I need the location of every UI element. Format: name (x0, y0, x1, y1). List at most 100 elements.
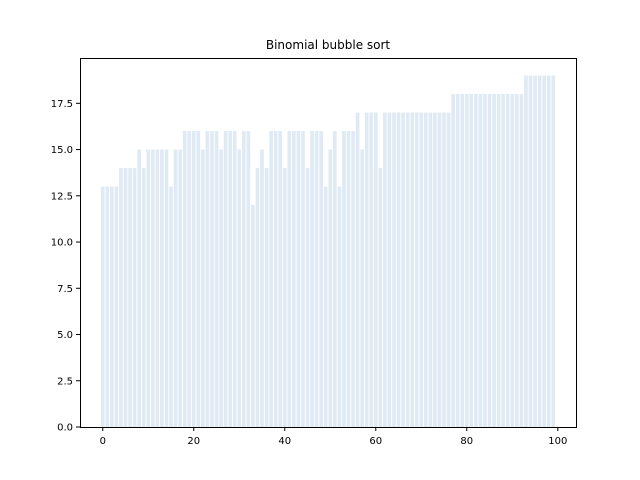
x-tick-label: 80 (460, 436, 473, 447)
bar (232, 131, 237, 427)
bar (237, 149, 242, 427)
bar (401, 112, 405, 428)
bar (287, 131, 292, 427)
bar (123, 168, 128, 428)
x-tick-label: 60 (369, 436, 382, 447)
bar (405, 112, 410, 428)
x-tick-label: 20 (187, 436, 200, 447)
bar (310, 131, 314, 427)
bar (496, 94, 501, 427)
bar (337, 186, 342, 427)
bar (146, 149, 151, 427)
bar (210, 131, 214, 427)
x-axis-ticks: 0 20 40 60 80 100 (100, 427, 567, 447)
bar (278, 131, 283, 427)
bar (196, 131, 201, 427)
bar (301, 131, 305, 427)
chart-title: Binomial bubble sort (266, 38, 391, 52)
bar (164, 149, 169, 427)
bar (214, 131, 219, 427)
bar (342, 131, 346, 427)
bar (360, 149, 364, 427)
bar (105, 186, 110, 427)
bar (542, 75, 546, 428)
bar (346, 131, 351, 427)
bar (501, 94, 506, 427)
bar (355, 112, 360, 428)
bar (187, 131, 192, 427)
bar (305, 168, 310, 428)
bar (483, 94, 487, 427)
bar (269, 131, 273, 427)
y-tick-label: 2.5 (57, 376, 73, 387)
bar (178, 149, 182, 427)
bar (428, 112, 433, 428)
bar (260, 149, 264, 427)
bar (396, 112, 401, 428)
bar (364, 112, 369, 428)
bar (223, 131, 228, 427)
bar (100, 186, 105, 427)
bar (319, 131, 323, 427)
bar (528, 75, 533, 428)
bar (155, 149, 160, 427)
bar (524, 75, 528, 428)
bar (469, 94, 474, 427)
y-tick-label: 10.0 (51, 238, 73, 249)
bar (273, 131, 278, 427)
bar (383, 112, 387, 428)
bar (510, 94, 515, 427)
bar (251, 205, 255, 427)
bar (160, 149, 164, 427)
bar (114, 186, 119, 427)
bar (169, 186, 173, 427)
y-tick-label: 5.0 (57, 330, 73, 341)
bar (205, 131, 210, 427)
bar (373, 112, 378, 428)
bar (410, 112, 415, 428)
x-tick-label: 0 (100, 436, 106, 447)
bar (478, 94, 483, 427)
bar (182, 131, 187, 427)
y-tick-label: 0.0 (57, 423, 73, 434)
bar (241, 131, 246, 427)
bar (219, 149, 223, 427)
bar (378, 168, 383, 428)
bar (537, 75, 542, 428)
bar (137, 149, 141, 427)
bar (387, 112, 392, 428)
bar (437, 112, 442, 428)
bar (128, 168, 132, 428)
bar (323, 186, 328, 427)
bar (455, 94, 460, 427)
bar (419, 112, 424, 428)
bar (296, 131, 301, 427)
bar (282, 168, 287, 428)
plot-frame (80, 58, 577, 428)
bar (132, 168, 137, 428)
bar (333, 131, 337, 427)
y-tick-label: 15.0 (51, 145, 73, 156)
bar (446, 112, 451, 428)
bar (492, 94, 496, 427)
bar (292, 131, 296, 427)
x-tick-label: 40 (278, 436, 291, 447)
bar (546, 75, 551, 428)
bar (264, 168, 269, 428)
y-tick-label: 7.5 (57, 284, 73, 295)
bar (246, 131, 251, 427)
bar (141, 168, 146, 428)
bar (487, 94, 492, 427)
bar (369, 112, 374, 428)
bar (464, 94, 469, 427)
bar (314, 131, 319, 427)
bar (442, 112, 446, 428)
y-axis-ticks: 0.0 2.5 5.0 7.5 10.0 12.5 15.0 17.5 (51, 99, 80, 434)
bar (173, 149, 178, 427)
bar (451, 94, 455, 427)
bar (119, 168, 123, 428)
bar (150, 149, 155, 427)
y-tick-label: 17.5 (51, 99, 73, 110)
bar (255, 168, 260, 428)
